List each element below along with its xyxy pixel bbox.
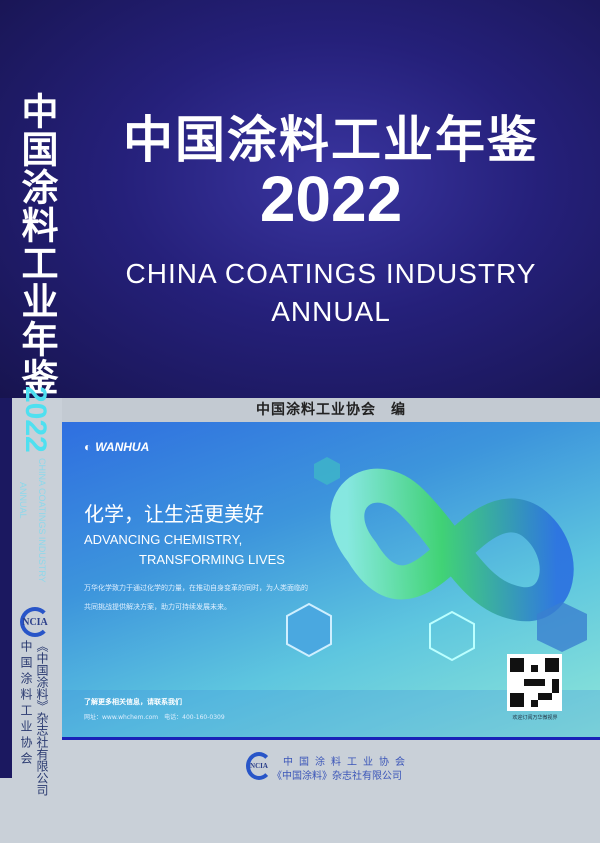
qr-code-icon: [510, 658, 559, 707]
editor-band: 中国涂料工业协会 编: [62, 398, 600, 422]
qr-caption: 欢迎订阅万华微视界: [512, 715, 558, 721]
contact-title: 了解更多相关信息，请联系我们: [84, 698, 182, 706]
spine-english-line2: ANNUAL: [18, 482, 28, 519]
slogan-en-line2: TRANSFORMING LIVES: [139, 552, 285, 567]
spine-year: 2022: [19, 386, 52, 453]
spine-stripe: [0, 398, 12, 778]
cover-english-title: CHINA COATINGS INDUSTRY ANNUAL: [62, 255, 600, 331]
wanhua-advertisement: ◐ WANHUA 化学，让生活更美好 ADVANCING CHEMISTRY, T…: [62, 422, 600, 740]
brand-name: WANHUA: [95, 440, 150, 454]
wanhua-swoosh-icon: ◐: [84, 440, 92, 454]
spine-publisher2: 中国涂料工业协会: [19, 640, 33, 768]
footer-ncia-logo: NCIA: [246, 752, 272, 780]
contact-info: 网址：www.whchem.com 电话：400-160-0309: [84, 714, 225, 721]
hexagon-dna-icon: [286, 602, 332, 658]
qr-code[interactable]: [507, 654, 562, 711]
english-title-line1: CHINA COATINGS INDUSTRY: [125, 258, 537, 289]
slogan-en: ADVANCING CHEMISTRY, TRANSFORMING LIVES: [84, 530, 285, 570]
cover-title: 中国涂料工业年鉴: [123, 111, 539, 169]
ncia-logo: NCIA: [20, 607, 50, 637]
cover-top-background: [0, 0, 600, 398]
english-title-line2: ANNUAL: [271, 296, 391, 327]
spine-publisher1: 《中国涂料》杂志社有限公司: [35, 640, 49, 796]
cover-year: 2022: [259, 163, 403, 235]
wanhua-logo: ◐ WANHUA: [84, 440, 149, 454]
footer-publisher1: 中国涂料工业协会: [283, 757, 411, 768]
slogan-cn: 化学，让生活更美好: [84, 502, 264, 526]
spine-title: 中国涂料工业年鉴: [15, 92, 58, 396]
infinity-hexagon-graphic: [314, 457, 587, 662]
footer-publisher2: 《中国涂料》杂志社有限公司: [272, 771, 402, 782]
ad-description: 万华化学致力于通过化学的力量，在推动自身变革的同时，为人类面临的共同挑战提供解决…: [84, 584, 308, 611]
spine-english-line1: CHINA COATINGS INDUSTRY: [37, 458, 47, 583]
slogan-en-line1: ADVANCING CHEMISTRY,: [84, 532, 243, 547]
